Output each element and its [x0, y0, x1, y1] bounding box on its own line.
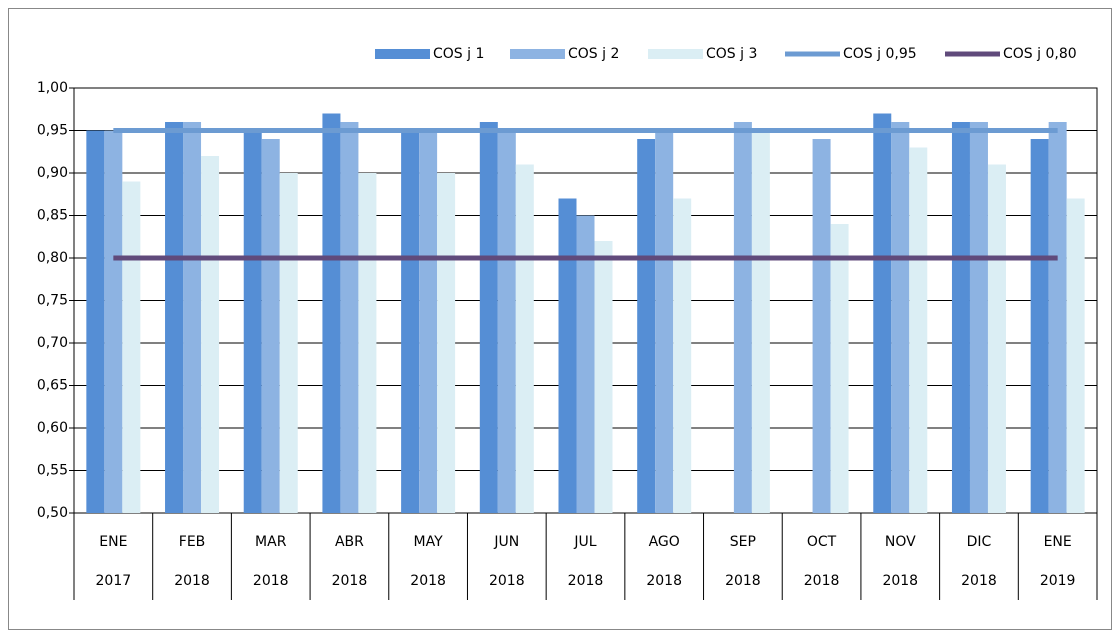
y-tick-label: 0,85	[37, 208, 68, 224]
x-tick-label: FEB	[179, 534, 206, 550]
bar	[479, 122, 498, 513]
y-tick-label: 0,80	[37, 250, 68, 266]
bar	[951, 122, 970, 513]
bar	[969, 122, 988, 513]
y-tick-label: 0,50	[37, 505, 68, 521]
bar	[165, 122, 184, 513]
x-tick-label: JUN	[493, 534, 519, 550]
x-tick-year: 2018	[489, 573, 525, 589]
x-tick-year: 2018	[646, 573, 682, 589]
x-tick-year: 2018	[253, 573, 289, 589]
bar	[261, 139, 280, 513]
x-tick-label: ABR	[335, 534, 364, 550]
bar	[830, 224, 849, 513]
bar	[419, 130, 438, 513]
bar	[1066, 198, 1085, 513]
bar	[86, 130, 105, 513]
bar	[340, 122, 359, 513]
bar	[497, 130, 516, 513]
y-tick-label: 0,95	[37, 123, 68, 139]
x-tick-label: ENE	[99, 534, 127, 550]
x-tick-year: 2018	[568, 573, 604, 589]
x-tick-label: AGO	[649, 534, 680, 550]
x-tick-year: 2018	[882, 573, 918, 589]
bar	[122, 181, 141, 513]
bar	[437, 173, 456, 513]
legend-label: COS j 1	[433, 46, 484, 62]
x-tick-label: NOV	[885, 534, 916, 550]
bar	[873, 113, 892, 513]
legend-label: COS j 0,95	[843, 46, 917, 62]
x-tick-label: MAR	[255, 534, 287, 550]
bar	[987, 164, 1006, 513]
bar	[558, 198, 577, 513]
y-tick-label: 0,60	[37, 420, 68, 436]
bar	[909, 147, 928, 513]
bar	[183, 122, 202, 513]
x-tick-label: OCT	[807, 534, 837, 550]
x-tick-year: 2018	[174, 573, 210, 589]
bar	[1030, 139, 1049, 513]
x-tick-year: 2018	[332, 573, 368, 589]
bar	[751, 130, 770, 513]
y-tick-label: 1,00	[37, 80, 68, 96]
x-tick-label: DIC	[967, 534, 992, 550]
x-tick-year: 2018	[725, 573, 761, 589]
y-tick-label: 0,65	[37, 378, 68, 394]
bar	[515, 164, 534, 513]
legend-label: COS j 3	[706, 46, 757, 62]
bar	[358, 173, 377, 513]
y-tick-label: 0,75	[37, 293, 68, 309]
legend-label: COS j 0,80	[1003, 46, 1077, 62]
bar	[637, 139, 656, 513]
x-tick-year: 2018	[410, 573, 446, 589]
bar	[322, 113, 341, 513]
legend-swatch	[375, 49, 430, 59]
bar	[243, 130, 262, 513]
x-tick-year: 2018	[961, 573, 997, 589]
bar	[279, 173, 298, 513]
bar	[812, 139, 831, 513]
x-tick-label: JUL	[573, 534, 596, 550]
bar	[576, 215, 595, 513]
x-tick-year: 2017	[96, 573, 132, 589]
x-tick-label: ENE	[1044, 534, 1072, 550]
bar	[1048, 122, 1067, 513]
x-tick-year: 2018	[804, 573, 840, 589]
y-tick-label: 0,70	[37, 335, 68, 351]
x-tick-label: SEP	[730, 534, 756, 550]
y-tick-label: 0,55	[37, 463, 68, 479]
legend-swatch	[510, 49, 565, 59]
y-tick-label: 0,90	[37, 165, 68, 181]
bar	[201, 156, 220, 513]
bar	[401, 130, 420, 513]
bar	[594, 241, 613, 513]
legend-label: COS j 2	[568, 46, 619, 62]
x-tick-label: MAY	[414, 534, 444, 550]
bar	[673, 198, 692, 513]
bar	[891, 122, 910, 513]
legend-swatch	[648, 49, 703, 59]
bar	[655, 130, 674, 513]
x-tick-year: 2019	[1040, 573, 1076, 589]
bar	[733, 122, 752, 513]
bar	[104, 130, 123, 513]
